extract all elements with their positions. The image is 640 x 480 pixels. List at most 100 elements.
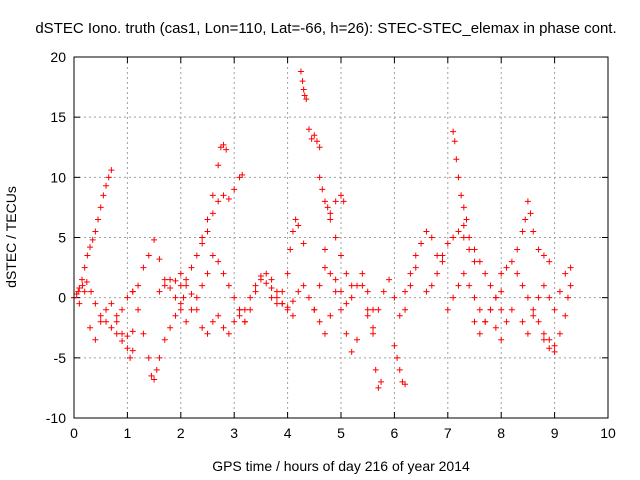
data-point xyxy=(466,234,473,241)
track-arc-08 xyxy=(199,141,230,241)
data-point xyxy=(199,240,206,247)
data-point xyxy=(103,306,110,313)
track-arc-13 xyxy=(297,68,323,151)
data-point xyxy=(193,306,200,313)
track-arc-18 xyxy=(359,282,385,391)
data-point xyxy=(289,228,296,235)
data-point xyxy=(460,222,467,229)
data-point xyxy=(540,282,547,289)
track-arc-01 xyxy=(71,167,115,301)
data-point xyxy=(97,204,104,211)
data-point xyxy=(188,291,195,298)
x-tick-label: 4 xyxy=(284,425,292,441)
data-point xyxy=(338,252,344,259)
data-point xyxy=(79,276,86,283)
data-point xyxy=(418,240,425,247)
data-point xyxy=(92,300,99,307)
data-point xyxy=(458,192,465,199)
data-point xyxy=(311,132,318,139)
track-arc-05 xyxy=(129,236,195,298)
track-arc-11 xyxy=(241,270,302,325)
data-point xyxy=(263,270,270,277)
data-point xyxy=(492,324,499,331)
data-point xyxy=(305,294,312,301)
data-point xyxy=(514,270,521,277)
data-point xyxy=(391,342,398,349)
data-point xyxy=(338,288,344,295)
data-point xyxy=(391,294,398,301)
track-arc-28 xyxy=(514,198,553,265)
data-point xyxy=(225,282,232,289)
data-point xyxy=(188,264,195,271)
data-point xyxy=(257,273,264,280)
data-point xyxy=(551,348,558,355)
data-point xyxy=(113,312,120,319)
data-point xyxy=(263,280,270,287)
data-point xyxy=(380,288,387,295)
data-point xyxy=(378,378,385,385)
data-point xyxy=(540,330,547,337)
data-point xyxy=(301,92,308,99)
data-point xyxy=(303,96,310,103)
data-point xyxy=(299,78,306,85)
data-point xyxy=(183,282,190,289)
data-point xyxy=(108,324,115,331)
data-point xyxy=(225,330,232,337)
data-point xyxy=(105,174,112,181)
data-point xyxy=(204,330,211,337)
data-point xyxy=(394,354,401,361)
data-point xyxy=(84,252,91,259)
data-point xyxy=(519,282,526,289)
data-point xyxy=(455,228,462,235)
data-point xyxy=(450,128,457,135)
track-arc-19 xyxy=(364,264,419,331)
data-point xyxy=(503,264,510,271)
data-point xyxy=(87,244,94,251)
data-point xyxy=(498,336,505,343)
data-point xyxy=(215,162,222,169)
data-point xyxy=(135,306,142,313)
data-point xyxy=(97,312,104,319)
x-tick-label: 7 xyxy=(444,425,452,441)
data-point xyxy=(316,318,323,325)
data-point xyxy=(172,294,179,301)
data-point xyxy=(119,330,126,337)
data-point xyxy=(428,282,435,289)
data-point xyxy=(108,300,115,307)
data-point xyxy=(199,234,206,241)
data-point xyxy=(546,336,553,343)
data-point xyxy=(83,279,90,286)
data-point xyxy=(113,330,120,337)
data-point xyxy=(434,252,441,259)
data-point xyxy=(450,234,457,241)
data-point xyxy=(492,294,499,301)
data-point xyxy=(332,276,339,283)
data-point xyxy=(319,186,326,193)
y-tick-label: 20 xyxy=(50,49,66,65)
data-point xyxy=(316,174,323,181)
data-point xyxy=(412,252,419,259)
data-point xyxy=(129,328,136,335)
data-point xyxy=(487,282,494,289)
data-point xyxy=(268,294,275,301)
data-point xyxy=(239,171,246,178)
data-point xyxy=(451,138,458,145)
track-arc-30 xyxy=(540,282,574,355)
data-point xyxy=(354,282,361,289)
data-point xyxy=(268,276,275,283)
data-point xyxy=(153,366,160,373)
data-point xyxy=(487,306,494,313)
data-point xyxy=(289,298,296,305)
data-point xyxy=(508,258,515,265)
data-point xyxy=(471,294,478,301)
data-point xyxy=(519,318,526,325)
data-point xyxy=(439,252,446,259)
data-point xyxy=(279,288,286,295)
data-point xyxy=(156,256,163,263)
data-point xyxy=(402,381,409,388)
data-point xyxy=(321,330,328,337)
data-point xyxy=(354,336,361,343)
data-point xyxy=(92,336,99,343)
data-point xyxy=(359,282,366,289)
